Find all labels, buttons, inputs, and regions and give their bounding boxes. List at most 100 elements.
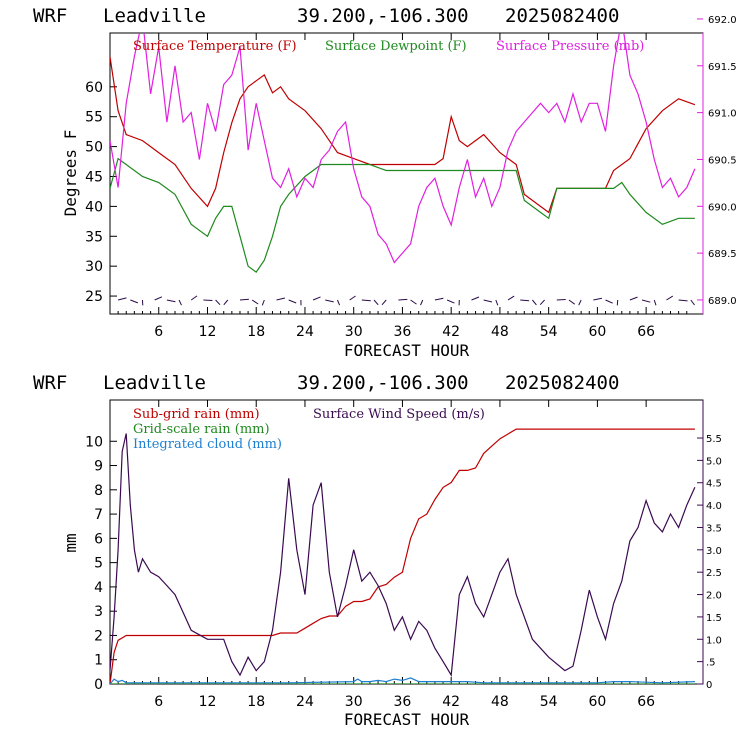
x-tick-label: 60 (588, 324, 606, 340)
wind-barb (223, 299, 229, 306)
wind-barb (203, 299, 213, 301)
y2-tick-label: 690.0 (708, 202, 737, 213)
y-tick-label: 2 (94, 628, 103, 644)
y-tick-label: 0 (94, 677, 103, 693)
wind-barb (420, 299, 424, 306)
wind-barb (381, 299, 387, 306)
x-tick-label: 24 (296, 694, 314, 710)
header-model: WRF (33, 372, 67, 394)
wind-barb (666, 295, 674, 301)
x-tick-label: 60 (588, 694, 606, 710)
y2-tick-label: 5.0 (706, 456, 722, 467)
wind-barb (251, 299, 259, 305)
y-tick-label: 55 (85, 110, 103, 126)
temperature-panel: WRF Leadville 39.200,-106.300 2025082400 6 12… (33, 5, 737, 360)
y2-tick-label: 691.0 (708, 109, 737, 120)
x-tick-label: 36 (394, 324, 412, 340)
wind-barb (690, 299, 695, 306)
y2-tick-label: 4.5 (706, 479, 722, 490)
x-tick-label: 12 (199, 694, 217, 710)
wind-barb (118, 297, 127, 301)
wind-barb (678, 299, 688, 302)
x-tick-label: 6 (154, 324, 163, 340)
y-tick-label: 9 (94, 459, 103, 475)
wind-barb (239, 298, 249, 301)
legend-entry: Surface Dewpoint (F) (325, 39, 467, 54)
wind-barb (605, 299, 613, 304)
y-tick-label: 4 (94, 580, 103, 596)
wind-barb (349, 295, 356, 301)
x-tick-label: 48 (491, 324, 509, 340)
y-tick-label: 50 (85, 140, 103, 156)
series-sub-grid-rain-mm (110, 428, 695, 684)
x-tick-label: 6 (154, 694, 163, 710)
x-tick-label: 54 (540, 694, 558, 710)
y2-tick-label: 3.0 (706, 546, 722, 557)
header-coords: 39.200,-106.300 (297, 372, 469, 394)
y-tick-label: 10 (85, 434, 103, 450)
wind-barb (276, 297, 286, 301)
header-init-time: 2025082400 (505, 372, 619, 394)
series-surface-pressure-mb (110, 33, 696, 264)
x-tick-label: 66 (637, 694, 655, 710)
legend-entry: Grid-scale rain (mm) (133, 422, 270, 437)
wind-barb (629, 296, 638, 301)
wind-barb (471, 296, 480, 301)
header-coords: 39.200,-106.300 (297, 5, 469, 27)
y2-tick-label: 689.0 (708, 296, 737, 307)
y-axis-label: Degrees F (61, 130, 80, 217)
legend-entry: Integrated cloud (mm) (133, 437, 282, 452)
x-tick-label: 36 (394, 694, 412, 710)
legend-entry: Surface Wind Speed (m/s) (313, 407, 485, 422)
header-init-time: 2025082400 (505, 5, 619, 27)
x-tick-label: 48 (491, 694, 509, 710)
y-tick-label: 35 (85, 229, 103, 245)
y-tick-label: 45 (85, 169, 103, 185)
y2-tick-label: .5 (706, 658, 716, 669)
x-tick-label: 24 (296, 324, 314, 340)
wind-barb (434, 297, 444, 301)
series-surface-wind-speed-m-s (110, 433, 696, 677)
y2-tick-label: 4.0 (706, 501, 722, 512)
wind-barb (641, 299, 651, 303)
wind-barb (483, 299, 493, 303)
wind-barb (556, 299, 566, 301)
series-integrated-cloud-mm (110, 677, 695, 684)
y-tick-label: 1 (94, 653, 103, 669)
wind-barb (215, 299, 221, 306)
y-tick-label: 30 (85, 259, 103, 275)
wind-barb (520, 299, 530, 302)
wind-barb (373, 299, 379, 306)
y-tick-label: 8 (94, 483, 103, 499)
wind-barb (154, 296, 163, 301)
wind-barb (446, 299, 455, 304)
header-location: Leadville (103, 5, 206, 27)
y2-tick-label: 2.0 (706, 591, 722, 602)
x-tick-label: 30 (345, 324, 363, 340)
x-axis-label: FORECAST HOUR (344, 341, 470, 360)
x-tick-label: 42 (442, 324, 460, 340)
x-tick-label: 42 (442, 694, 460, 710)
header-model: WRF (33, 5, 67, 27)
y-tick-label: 60 (85, 80, 103, 96)
wind-barb (568, 299, 575, 305)
y-tick-label: 7 (94, 507, 103, 523)
legend-entry: Sub-grid rain (mm) (133, 407, 260, 422)
wind-barb (190, 295, 198, 301)
wind-barb (578, 299, 582, 306)
legend-entry: Surface Temperature (F) (133, 39, 297, 54)
header-location: Leadville (103, 372, 206, 394)
wind-barb (336, 299, 341, 306)
x-tick-label: 18 (247, 324, 265, 340)
wind-barb (532, 299, 537, 306)
y2-tick-label: 691.5 (708, 62, 737, 73)
wind-barb (653, 299, 657, 306)
x-tick-label: 18 (247, 694, 265, 710)
y2-tick-label: 1.5 (706, 613, 722, 624)
wind-barb (495, 299, 499, 306)
wind-barb (539, 299, 545, 306)
x-tick-label: 66 (637, 324, 655, 340)
